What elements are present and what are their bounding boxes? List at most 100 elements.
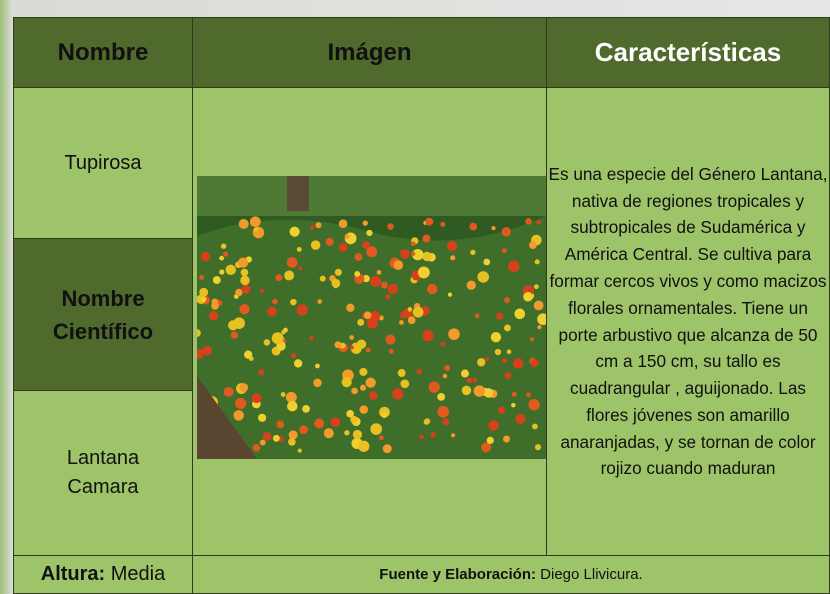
flower [362,275,370,283]
cell: Nombre Científico [13,238,193,391]
flower [417,266,430,279]
flower [529,337,535,342]
flower [338,243,348,252]
flower [369,310,381,322]
flower [412,249,424,261]
scientific-label: Nombre Científico [52,285,154,344]
flower [440,341,446,347]
flower [382,444,392,454]
flower [392,388,404,400]
flower [289,226,300,237]
flower [197,348,204,359]
flower [351,387,358,395]
cell: Es una especie del Género Lantana, nativ… [546,87,830,556]
cell: Lantana Camara [13,390,193,556]
flower [508,260,520,273]
header-text: Nombre [57,38,149,66]
flower [523,291,533,302]
flower [511,402,516,408]
flower [346,410,354,418]
flower [272,298,278,305]
flower [366,246,378,258]
flower [477,271,489,283]
cell: Fuente y Elaboración: Diego Llivicura. [192,555,830,594]
flower [537,313,546,326]
flower [199,274,205,280]
flower [358,440,370,452]
flower [460,369,469,378]
flower [275,274,283,282]
flower [252,443,261,452]
flower [208,311,219,321]
flower [387,223,394,230]
flower [349,335,354,340]
flower [422,234,431,243]
flower [368,391,378,400]
flower [334,268,342,276]
flower [461,385,472,396]
flower [197,329,201,337]
flower [240,275,250,286]
flower [437,405,450,418]
flower [444,364,451,372]
flower [397,369,406,377]
flower [230,331,239,339]
flower [310,225,315,230]
flower [530,359,539,367]
flower [222,251,229,257]
flower [504,324,511,332]
flower [506,349,512,355]
flower [513,358,524,369]
flower [466,280,476,290]
flower [359,384,367,391]
flower [356,339,367,349]
flower [317,299,323,304]
flower [280,392,286,397]
flower [287,400,298,412]
flower [407,307,413,312]
flower [511,391,517,397]
flower [501,248,507,254]
flower [365,347,371,353]
flower [219,269,225,275]
flower [263,339,271,346]
cell: Tupirosa [13,87,193,239]
flower [286,257,298,268]
flower [472,377,478,383]
flower [258,369,265,376]
flower [450,433,456,438]
flower [437,393,446,401]
flower [533,300,544,311]
flower [501,227,511,237]
flower [534,259,540,265]
flower [486,436,494,445]
flower [477,358,486,367]
header-text: Imágen [327,38,412,66]
flower [504,297,511,304]
flower [237,257,249,268]
flower [228,320,239,331]
flower [531,423,538,430]
flower [259,439,266,446]
label: Altura: [40,563,106,585]
image-cell [192,87,547,556]
flower [422,251,432,262]
flower [497,406,506,414]
flower [315,363,320,369]
flower [334,341,342,349]
flower [381,412,388,419]
flower [388,348,394,354]
flower [362,220,368,226]
flower [251,393,262,404]
flower [299,425,308,435]
flower [281,329,286,335]
flower [370,275,382,287]
flower [200,251,211,262]
flower [349,345,354,350]
flower [293,359,303,368]
value: Diego Llivicura. [540,566,643,583]
flower [296,246,302,252]
flower [313,378,322,388]
flower [259,288,265,294]
flower [323,428,334,439]
